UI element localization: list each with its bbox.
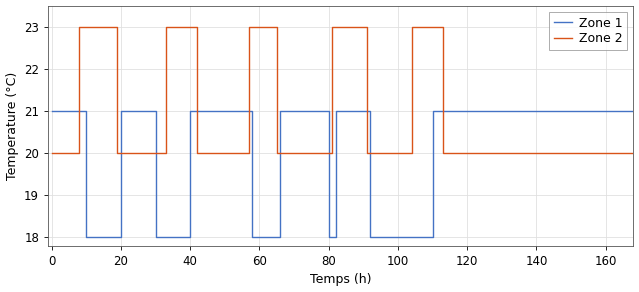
Zone 2: [48, 151, 56, 155]
Zone 2: [439, 151, 447, 155]
Zone 2: [114, 25, 121, 28]
Zone 2: [328, 25, 336, 28]
Zone 2: [363, 151, 371, 155]
Zone 2: [363, 25, 371, 28]
Zone 2: [193, 25, 201, 28]
Zone 1: [325, 236, 332, 239]
Zone 1: [187, 109, 194, 113]
Zone 1: [187, 236, 194, 239]
Zone 2: [75, 151, 83, 155]
Zone 2: [162, 151, 170, 155]
Zone 1: [151, 109, 159, 113]
Zone 1: [332, 109, 339, 113]
Zone 1: [48, 109, 56, 113]
Zone 2: [162, 25, 170, 28]
Zone 2: [114, 151, 121, 155]
Zone 1: [249, 109, 256, 113]
Zone 2: [439, 25, 447, 28]
Zone 1: [117, 236, 125, 239]
Line: Zone 2: Zone 2: [52, 27, 633, 153]
Zone 1: [429, 109, 436, 113]
Zone 1: [249, 236, 256, 239]
Zone 1: [366, 109, 374, 113]
Zone 1: [325, 109, 332, 113]
Zone 2: [273, 25, 281, 28]
Zone 2: [408, 151, 415, 155]
Legend: Zone 1, Zone 2: Zone 1, Zone 2: [548, 12, 627, 50]
Zone 1: [629, 109, 637, 113]
Y-axis label: Temperature (°C): Temperature (°C): [6, 72, 19, 180]
Zone 2: [629, 151, 637, 155]
Zone 1: [366, 236, 374, 239]
Zone 2: [193, 151, 201, 155]
Zone 1: [429, 236, 436, 239]
Zone 2: [629, 151, 637, 155]
Zone 1: [276, 236, 284, 239]
Zone 2: [75, 25, 83, 28]
Zone 2: [245, 25, 253, 28]
Zone 2: [245, 151, 253, 155]
Zone 1: [117, 109, 125, 113]
X-axis label: Temps (h): Temps (h): [310, 273, 371, 286]
Line: Zone 1: Zone 1: [52, 111, 633, 237]
Zone 2: [408, 25, 415, 28]
Zone 1: [82, 236, 90, 239]
Zone 2: [328, 151, 336, 155]
Zone 1: [276, 109, 284, 113]
Zone 1: [332, 236, 339, 239]
Zone 1: [629, 109, 637, 113]
Zone 1: [151, 236, 159, 239]
Zone 2: [273, 151, 281, 155]
Zone 1: [82, 109, 90, 113]
